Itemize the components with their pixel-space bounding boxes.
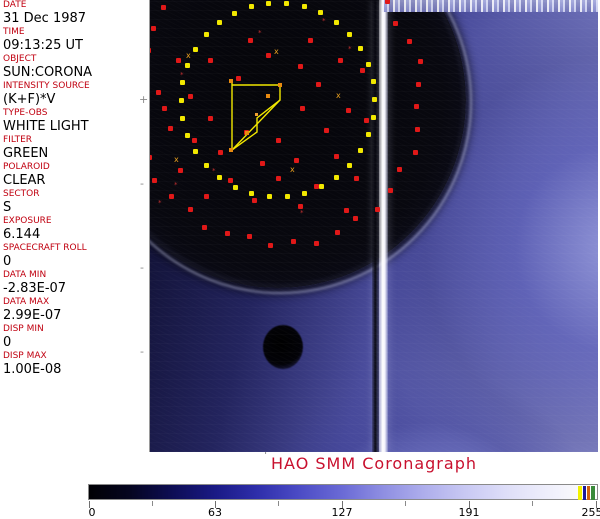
metadata-entry-time: TIME 09:13:25 UT [0, 27, 150, 53]
metadata-label-sector: SECTOR [3, 189, 150, 200]
metadata-label-type-obs: TYPE-OBS [3, 108, 150, 119]
metadata-value-intensity-source: (K+F)*V [3, 92, 150, 107]
page-title: HAO SMM Coronagraph [150, 455, 598, 473]
colorbar-stripe-yellow [578, 486, 582, 500]
metadata-entry-disp-max: DISP MAX 1.00E-08 [0, 351, 150, 377]
metadata-label-data-min: DATA MIN [3, 270, 150, 281]
metadata-entry-polaroid: POLAROID CLEAR [0, 162, 150, 188]
metadata-entry-spacecraft-roll: SPACECRAFT ROLL 0 [0, 243, 150, 269]
metadata-label-time: TIME [3, 27, 150, 38]
axis-tick-left-3: - [140, 262, 144, 273]
metadata-panel: DATE 31 Dec 1987 TIME 09:13:25 UT OBJECT… [0, 0, 150, 452]
metadata-value-spacecraft-roll: 0 [3, 254, 150, 269]
metadata-value-data-min: -2.83E-07 [3, 281, 150, 296]
colorbar[interactable]: 0 63 127 191 255 [88, 484, 598, 512]
metadata-value-exposure: 6.144 [3, 227, 150, 242]
metadata-entry-data-max: DATA MAX 2.99E-07 [0, 297, 150, 323]
colorbar-tick-minor-3 [405, 501, 406, 506]
metadata-entry-sector: SECTOR S [0, 189, 150, 215]
metadata-entry-date: DATE 31 Dec 1987 [0, 0, 150, 26]
metadata-value-polaroid: CLEAR [3, 173, 150, 188]
sector-diagonal [232, 100, 280, 150]
metadata-value-sector: S [3, 200, 150, 215]
metadata-entry-filter: FILTER GREEN [0, 135, 150, 161]
colorbar-stripe-blue [583, 486, 586, 500]
colorbar-label-127: 127 [332, 507, 353, 518]
metadata-entry-object: OBJECT SUN:CORONA [0, 54, 150, 80]
colorbar-label-255: 255 [582, 507, 600, 518]
metadata-label-disp-min: DISP MIN [3, 324, 150, 335]
colorbar-tick-minor-1 [152, 501, 153, 506]
metadata-value-disp-max: 1.00E-08 [3, 362, 150, 377]
colorbar-stripe-orange [587, 486, 590, 500]
colorbar-label-0: 0 [89, 507, 96, 518]
metadata-entry-type-obs: TYPE-OBS WHITE LIGHT [0, 108, 150, 134]
metadata-value-object: SUN:CORONA [3, 65, 150, 80]
sector-outline-overlay [150, 0, 598, 452]
colorbar-gradient [88, 484, 598, 500]
metadata-value-time: 09:13:25 UT [3, 38, 150, 53]
metadata-entry-intensity-source: INTENSITY SOURCE (K+F)*V [0, 81, 150, 107]
metadata-value-disp-min: 0 [3, 335, 150, 350]
metadata-label-exposure: EXPOSURE [3, 216, 150, 227]
metadata-value-data-max: 2.99E-07 [3, 308, 150, 323]
metadata-value-filter: GREEN [3, 146, 150, 161]
metadata-entry-exposure: EXPOSURE 6.144 [0, 216, 150, 242]
axis-tick-left-1: + [139, 94, 148, 105]
metadata-value-type-obs: WHITE LIGHT [3, 119, 150, 134]
axis-tick-left-2: - [140, 178, 144, 189]
metadata-label-filter: FILTER [3, 135, 150, 146]
metadata-entry-disp-min: DISP MIN 0 [0, 324, 150, 350]
metadata-label-spacecraft-roll: SPACECRAFT ROLL [3, 243, 150, 254]
colorbar-tick-minor-4 [532, 501, 533, 506]
metadata-label-object: OBJECT [3, 54, 150, 65]
axis-tick-left-4: - [140, 346, 144, 357]
metadata-label-date: DATE [3, 0, 150, 11]
metadata-label-polaroid: POLAROID [3, 162, 150, 173]
metadata-label-data-max: DATA MAX [3, 297, 150, 308]
sector-vertex-markers [229, 79, 282, 152]
metadata-label-intensity-source: INTENSITY SOURCE [3, 81, 150, 92]
metadata-label-disp-max: DISP MAX [3, 351, 150, 362]
metadata-value-date: 31 Dec 1987 [3, 11, 150, 26]
colorbar-tick-minor-2 [278, 501, 279, 506]
colorbar-stripe-green [591, 486, 595, 500]
colorbar-label-63: 63 [208, 507, 222, 518]
metadata-entry-data-min: DATA MIN -2.83E-07 [0, 270, 150, 296]
colorbar-label-191: 191 [459, 507, 480, 518]
